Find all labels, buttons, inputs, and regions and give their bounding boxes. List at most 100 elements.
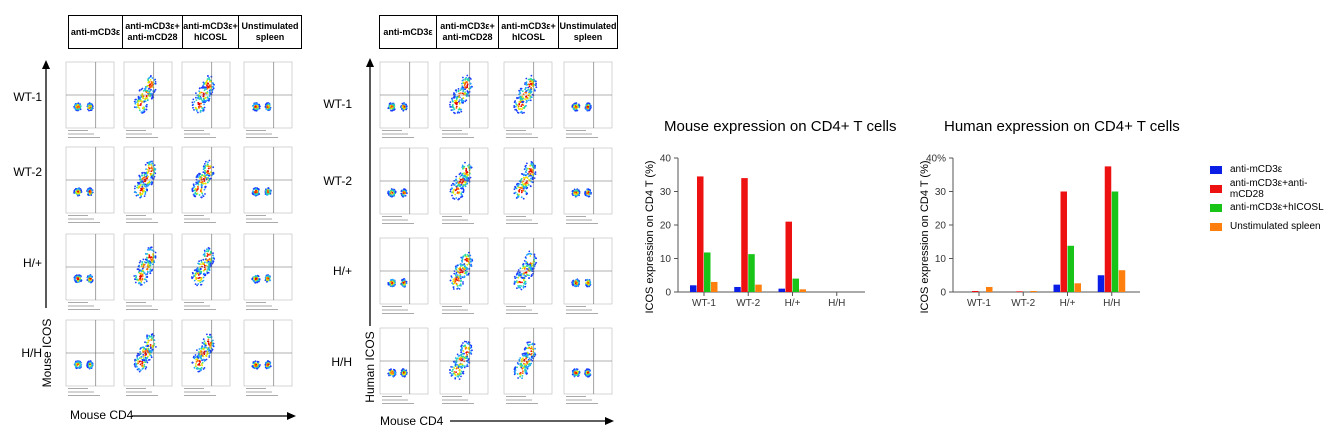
legend-label: anti-mCD3ε <box>1230 164 1283 175</box>
flow-density-plot <box>243 61 293 138</box>
flow-density-plot <box>243 233 293 310</box>
x-tick-label: H/H <box>828 298 845 309</box>
legend-label: anti-mCD3ε+hICOSL <box>1230 202 1324 213</box>
bar <box>741 178 748 292</box>
flow-density-plot <box>439 237 489 314</box>
flow-density-plot <box>65 61 115 138</box>
legend-label: Unstimulated spleen <box>1230 221 1321 232</box>
bar-chart-mouse: 0 10 20 30 40 WT-1 WT-2 H/+ H/H ICOS expression o… <box>644 154 865 314</box>
flow-density-plot <box>563 327 613 404</box>
y-tick-label: 40% <box>926 154 946 165</box>
x-axis-title: Mouse CD4 <box>380 414 444 428</box>
bar <box>799 289 806 292</box>
legend-swatch <box>1210 222 1222 231</box>
bar <box>1060 191 1067 292</box>
bar <box>1016 291 1023 292</box>
legend-item: anti-mCD3ε+hICOSL <box>1210 198 1340 217</box>
y-tick-label: 40 <box>660 154 672 165</box>
bar <box>1067 245 1074 292</box>
legend-item: anti-mCD3ε+anti-mCD28 <box>1210 178 1340 200</box>
flow-density-plot <box>65 233 115 310</box>
column-header: anti-mCD3ε <box>69 16 123 48</box>
y-axis-arrow <box>366 58 374 326</box>
y-tick-label: 10 <box>935 254 947 265</box>
chart-title-human: Human expression on CD4+ T cells <box>944 118 1180 135</box>
bar <box>972 290 979 292</box>
y-tick-label: 30 <box>660 187 672 198</box>
flow-density-plot <box>563 61 613 138</box>
row-label: H/H <box>331 355 352 369</box>
flow-density-plot <box>379 61 429 138</box>
y-tick-label: 30 <box>935 187 947 198</box>
flow-density-plot <box>503 327 553 404</box>
flow-density-plot <box>379 327 429 404</box>
column-header: anti-mCD3ε <box>380 16 437 48</box>
flow-density-plot <box>503 237 553 314</box>
bar <box>1030 290 1037 292</box>
y-tick-label: 0 <box>665 288 671 299</box>
bar <box>1104 166 1112 292</box>
column-header-table: anti-mCD3ε anti-mCD3ε+ anti-mCD28 anti-m… <box>379 15 618 49</box>
x-tick-label: WT-1 <box>692 298 716 309</box>
y-axis-title: Mouse ICOS <box>40 318 54 388</box>
flow-density-plot <box>123 233 173 310</box>
column-header: Unstimulated spleen <box>559 21 617 42</box>
bar-chart-human: 0 10 20 30 40% WT-1 WT-2 H/+ H/H ICOS expression … <box>919 154 1140 314</box>
flow-density-plot <box>379 237 429 314</box>
bar <box>986 286 993 292</box>
row-label: H/H <box>21 346 42 360</box>
x-tick-label: WT-2 <box>1011 298 1035 309</box>
flow-density-plot <box>503 147 553 224</box>
x-tick-label: H/H <box>1103 298 1120 309</box>
column-header: anti-mCD3ε+ hICOSL <box>499 16 559 48</box>
row-label: WT-2 <box>323 174 352 188</box>
x-axis-title: Mouse CD4 <box>70 408 134 422</box>
bar <box>755 284 762 292</box>
chart-title-mouse: Mouse expression on CD4+ T cells <box>664 118 897 135</box>
flow-density-plot <box>563 237 613 314</box>
chart-legend: anti-mCD3ε anti-mCD3ε+anti-mCD28 anti-mC… <box>1210 160 1340 236</box>
x-axis-arrow <box>450 417 614 425</box>
bar <box>748 254 755 292</box>
legend-swatch <box>1210 203 1222 212</box>
column-header: anti-mCD3ε+ hICOSL <box>183 16 239 48</box>
x-tick-label: WT-2 <box>736 298 760 309</box>
column-header: anti-mCD3ε+ anti-mCD28 <box>123 16 183 48</box>
bar <box>778 288 785 292</box>
y-tick-label: 0 <box>940 288 946 299</box>
flow-density-plot <box>181 146 231 223</box>
flow-density-plot <box>503 61 553 138</box>
y-tick-label: 20 <box>660 221 672 232</box>
row-label: H/+ <box>22 256 42 270</box>
bar <box>697 176 704 292</box>
bar <box>1118 270 1126 292</box>
flow-panel-mouse-icos: anti-mCD3ε anti-mCD3ε+ anti-mCD28 anti-m… <box>0 0 310 440</box>
y-axis-label: ICOS expression on CD4 T (%) <box>919 160 931 313</box>
legend-swatch <box>1210 165 1222 174</box>
legend-item: Unstimulated spleen <box>1210 217 1340 236</box>
bar <box>792 278 799 292</box>
column-header-table: anti-mCD3ε anti-mCD3ε+ anti-mCD28 anti-m… <box>68 15 302 49</box>
row-label: WT-2 <box>13 165 42 179</box>
bar <box>690 285 697 292</box>
bar <box>704 252 711 292</box>
x-tick-label: H/+ <box>1060 298 1076 309</box>
flow-density-plot <box>123 61 173 138</box>
flow-density-plot <box>439 327 489 404</box>
row-label: H/+ <box>332 264 352 278</box>
bar <box>711 281 718 292</box>
flow-density-plot <box>181 319 231 396</box>
flow-density-plot <box>439 61 489 138</box>
x-axis-arrow <box>132 412 296 420</box>
y-axis-arrow <box>42 60 50 308</box>
x-tick-label: WT-1 <box>967 298 991 309</box>
column-header: Unstimulated spleen <box>241 21 299 42</box>
y-tick-label: 10 <box>660 254 672 265</box>
flow-density-plot <box>563 147 613 224</box>
flow-density-plot <box>123 319 173 396</box>
legend-item: anti-mCD3ε <box>1210 160 1340 179</box>
flow-density-plot <box>181 233 231 310</box>
y-axis-title: Human ICOS <box>363 331 377 403</box>
flow-panel-human-icos: anti-mCD3ε anti-mCD3ε+ anti-mCD28 anti-m… <box>310 0 630 440</box>
flow-density-plot <box>379 147 429 224</box>
